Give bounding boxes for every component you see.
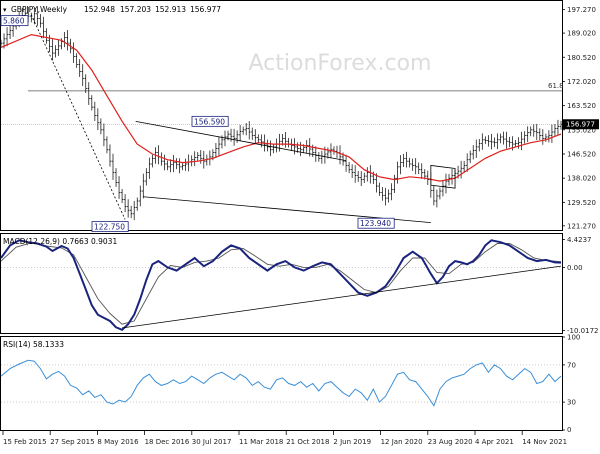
annotation-box (357, 217, 395, 229)
macd-y-tick-label: 0.00 (567, 264, 583, 272)
price-y-tick-label: 189.020 (567, 30, 596, 38)
macd-main-line (0, 239, 562, 331)
price-ohlc-close: 156.977 (190, 5, 221, 14)
price-title-text: GBPJPY,Weekly (11, 5, 68, 14)
watermark: ActionForex.com (249, 51, 432, 76)
price-ohlc-high: 157.203 (120, 5, 151, 14)
rsi-y-tick-label: 30 (567, 399, 576, 407)
macd-title: MACD(12,26,9) 0.7663 0.9031 (3, 237, 117, 246)
price-title: ▾ GBPJPY,Weekly 152.948 157.203 152.913 … (3, 5, 221, 14)
x-axis-label: 15 Feb 2015 (3, 438, 47, 446)
annotation-box (0, 15, 29, 27)
macd-panel-frame (0, 233, 563, 334)
moving-average-line (0, 33, 562, 182)
rsi-y-tick-label: 70 (567, 361, 576, 369)
x-axis-label: 11 Mar 2018 (239, 438, 283, 446)
fib-618-label: 61.8 (548, 82, 564, 90)
price-panel-frame (0, 0, 563, 231)
macd-trendline (122, 265, 562, 329)
annotation-label: 123.940 (360, 219, 391, 228)
x-axis-label: 8 May 2016 (97, 438, 139, 446)
x-axis-label: 30 Jul 2017 (192, 438, 232, 446)
x-axis-label: 14 Nov 2021 (522, 438, 567, 446)
macd-y-tick-label: -10.0172 (567, 327, 598, 335)
rsi-line (0, 359, 562, 407)
price-layer: 61.8 5.860 156.590 122.750 123.940 (0, 6, 564, 233)
price-title-icon: ▾ (3, 6, 7, 14)
price-y-tick-label: 146.520 (567, 150, 596, 158)
x-axis-label: 18 Dec 2016 (145, 438, 190, 446)
price-y-tick-label: 180.520 (567, 54, 596, 62)
annotation-label: 5.860 (3, 17, 25, 26)
price-y-tick-label: 129.520 (567, 199, 596, 207)
x-axis-label: 23 Aug 2020 (428, 438, 473, 446)
x-axis-label: 21 Oct 2018 (286, 438, 329, 446)
annotation-box (191, 115, 229, 127)
rsi-title: RSI(14) 58.1333 (3, 340, 64, 349)
last-price-badge (563, 119, 599, 130)
price-trendline (135, 120, 347, 161)
rsi-y-tick-label: 0 (567, 426, 571, 434)
axis-layer: 197.270 189.020 180.520 172.020 163.520 155.0… (2, 6, 599, 446)
price-y-tick-label: 121.270 (567, 222, 596, 230)
x-axis-label: 2 Jun 2019 (333, 438, 371, 446)
price-y-tick-label: 155.020 (567, 126, 596, 134)
macd-layer (0, 239, 562, 331)
price-ohlc-open: 152.948 (84, 5, 115, 14)
rsi-layer (0, 359, 562, 407)
price-y-tick-label: 163.520 (567, 102, 596, 110)
price-ohlc-low: 152.913 (155, 5, 186, 14)
rsi-y-tick-label: 100 (567, 334, 580, 342)
price-y-tick-label: 197.270 (567, 6, 596, 14)
annotation-label: 156.590 (194, 117, 225, 126)
x-axis-label: 4 Apr 2021 (475, 438, 514, 446)
price-y-tick-label: 138.020 (567, 175, 596, 183)
annotation-box (91, 221, 129, 233)
last-price-label: 156.977 (566, 121, 595, 129)
macd-y-tick-label: 4.4237 (567, 236, 592, 244)
consolidation-box (430, 164, 456, 189)
rsi-panel-frame (0, 336, 563, 431)
price-y-tick-label: 172.020 (567, 78, 596, 86)
x-axis-label: 12 Jan 2020 (381, 438, 423, 446)
x-axis-label: 27 Sep 2015 (50, 438, 94, 446)
price-trendline (30, 14, 126, 220)
annotation-label: 122.750 (94, 223, 125, 232)
